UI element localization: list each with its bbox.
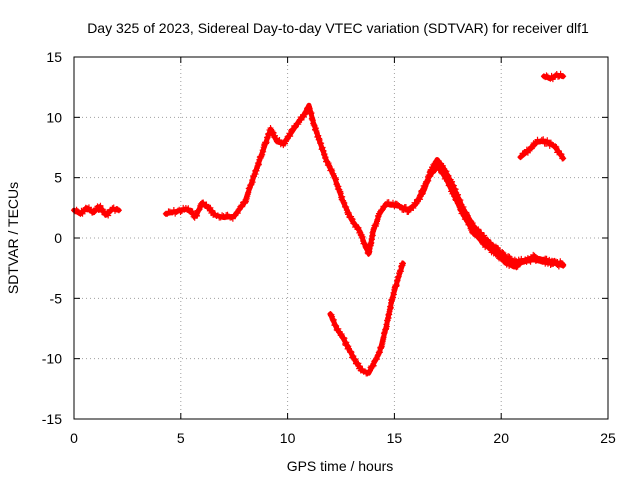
y-tick-label: 10	[46, 109, 62, 125]
series-markers	[327, 260, 406, 377]
series-track-late-arc	[517, 136, 567, 162]
series-track-secondary	[417, 160, 567, 271]
y-tick-label: -15	[42, 411, 62, 427]
x-tick-label: 20	[493, 430, 509, 446]
series-markers	[517, 136, 567, 162]
x-tick-label: 5	[177, 430, 185, 446]
x-tick-label: 25	[600, 430, 616, 446]
y-tick-label: -10	[42, 351, 62, 367]
y-tick-label: 15	[46, 49, 62, 65]
plot-frame	[73, 56, 609, 420]
series-markers	[417, 160, 567, 271]
series-markers	[71, 202, 122, 219]
y-tick-label: 0	[54, 230, 62, 246]
x-tick-label: 10	[280, 430, 296, 446]
chart-title: Day 325 of 2023, Sidereal Day-to-day VTE…	[87, 20, 589, 36]
series-markers	[162, 103, 567, 269]
y-axis-label: SDTVAR / TECUs	[5, 182, 21, 294]
series-markers	[540, 70, 567, 83]
series-track-late-high	[540, 70, 567, 83]
y-tick-label: 5	[54, 170, 62, 186]
series-line	[327, 260, 406, 376]
x-axis-label: GPS time / hours	[287, 458, 394, 474]
axis-ticks: 0 5 10 15 20 25 -15 -10 -5 0 5 10 15	[42, 49, 616, 446]
x-tick-label: 15	[387, 430, 403, 446]
y-tick-label: -5	[50, 290, 63, 306]
series-track-main-day	[162, 102, 567, 269]
x-tick-label: 0	[70, 430, 78, 446]
series-track-dip	[327, 260, 406, 377]
data-points	[71, 70, 567, 377]
series-track-main-early	[71, 202, 122, 219]
grid-lines	[74, 57, 608, 419]
